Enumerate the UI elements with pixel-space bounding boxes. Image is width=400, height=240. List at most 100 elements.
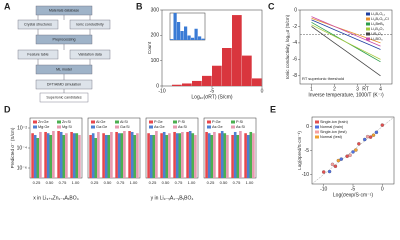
bar xyxy=(181,131,184,178)
histogram-bar xyxy=(212,65,222,86)
bar xyxy=(252,133,255,178)
y-axis-label: Predicted σ⁻ (S/cm) xyxy=(10,127,15,168)
legend-label: Li₃BO₃ xyxy=(371,37,383,41)
legend-swatch xyxy=(57,125,61,129)
panel-label: E xyxy=(270,104,276,114)
bar xyxy=(218,133,221,178)
legend-label: P:Si xyxy=(178,120,185,124)
x-tick-label: 1.00 xyxy=(130,180,139,185)
bar xyxy=(205,131,208,178)
bar xyxy=(115,131,118,178)
histogram-bar xyxy=(242,55,252,86)
scatter-point xyxy=(330,162,335,167)
bar xyxy=(168,133,171,178)
bar xyxy=(160,133,163,178)
histogram-bar xyxy=(201,38,205,40)
node-label: DFT/AIMD simulation xyxy=(47,82,81,86)
bar xyxy=(52,131,55,178)
legend-swatch xyxy=(173,125,177,129)
y-tick-label: -6 xyxy=(293,57,298,63)
legend-swatch xyxy=(91,120,95,124)
x-tick-label: 0.50 xyxy=(162,180,171,185)
y-tick-label: -8 xyxy=(293,73,298,79)
bar xyxy=(233,131,237,178)
bar xyxy=(62,134,66,178)
x-tick-label: 0.75 xyxy=(175,180,184,185)
node-label: Feature table xyxy=(27,52,48,56)
legend-swatch xyxy=(57,120,61,124)
bar xyxy=(152,134,156,178)
legend-swatch xyxy=(366,37,370,41)
scatter-point xyxy=(380,123,384,127)
bar xyxy=(39,131,42,178)
bar xyxy=(155,131,158,178)
histogram-bar xyxy=(194,28,198,40)
histogram-bar xyxy=(173,13,177,40)
legend-label: Li₆BeB₆ xyxy=(371,22,385,26)
scatter-point xyxy=(348,153,352,157)
bar xyxy=(244,133,247,178)
legend-label: As:Si xyxy=(178,125,187,129)
node-label: Crystal structures xyxy=(24,22,52,26)
bar xyxy=(175,133,179,178)
legend-label: Al:Ge xyxy=(96,120,106,124)
bar xyxy=(102,133,105,178)
bar xyxy=(149,134,153,178)
histogram-bar xyxy=(187,35,191,40)
series-line xyxy=(311,19,381,50)
scatter-point xyxy=(371,133,376,137)
bar xyxy=(75,133,79,178)
scatter-point xyxy=(345,154,349,158)
bar xyxy=(249,131,253,178)
x-axis-label: y in Li₃₋ᵧA₁₋ᵧBᵧBO₄ xyxy=(151,195,194,201)
legend-swatch xyxy=(315,130,319,134)
legend-swatch xyxy=(315,135,319,139)
legend-swatch xyxy=(231,125,235,129)
x-tick-label: 0.50 xyxy=(220,180,229,185)
series-line xyxy=(311,16,381,47)
bar xyxy=(188,131,192,178)
bar xyxy=(186,131,189,178)
node-label: Superionic candidates xyxy=(46,95,82,99)
y-tick-label: -10 xyxy=(302,172,309,178)
legend-label: LiB₃O₅ xyxy=(371,32,383,36)
figure: A B C D E Materials database Crystal str… xyxy=(4,1,395,201)
x-tick-label: 0.75 xyxy=(117,180,126,185)
plot-frame xyxy=(87,117,141,179)
node-label: ML model xyxy=(56,67,72,71)
bar xyxy=(246,134,250,178)
x-axis-label: Log₁₀(σRT) (S/cm) xyxy=(191,94,233,100)
bar xyxy=(70,131,73,178)
histogram-bar xyxy=(184,26,188,40)
histogram-bar xyxy=(192,80,202,86)
bar xyxy=(207,133,211,178)
x-tick-label: -5 xyxy=(351,186,356,192)
legend-label: Li₃B₇O₁₂ xyxy=(371,12,386,16)
legend-swatch xyxy=(33,120,37,124)
legend-label: As:Si xyxy=(236,125,245,129)
bar xyxy=(36,138,40,178)
legend-label: As:Ge xyxy=(154,125,165,129)
bar xyxy=(162,131,166,178)
legend-swatch xyxy=(366,32,370,36)
legend-swatch xyxy=(149,120,153,124)
y-tick-label: 0 xyxy=(306,124,309,130)
legend-label: Zn:Si xyxy=(62,120,71,124)
legend-label: Single-ion (train) xyxy=(320,120,349,124)
bar xyxy=(130,131,134,178)
scatter-point xyxy=(363,137,367,142)
bar xyxy=(72,133,76,178)
bar xyxy=(110,131,113,178)
histogram-bar xyxy=(222,48,232,86)
bar xyxy=(33,134,37,178)
bar xyxy=(31,133,34,178)
bar xyxy=(210,134,214,178)
bar xyxy=(97,131,100,178)
node-label: Materials database xyxy=(49,8,79,12)
x-tick-label: 0.25 xyxy=(33,180,42,185)
bar xyxy=(107,134,111,178)
bar xyxy=(128,131,131,178)
connector xyxy=(37,15,91,93)
bar xyxy=(220,131,224,178)
legend-swatch xyxy=(91,125,95,129)
